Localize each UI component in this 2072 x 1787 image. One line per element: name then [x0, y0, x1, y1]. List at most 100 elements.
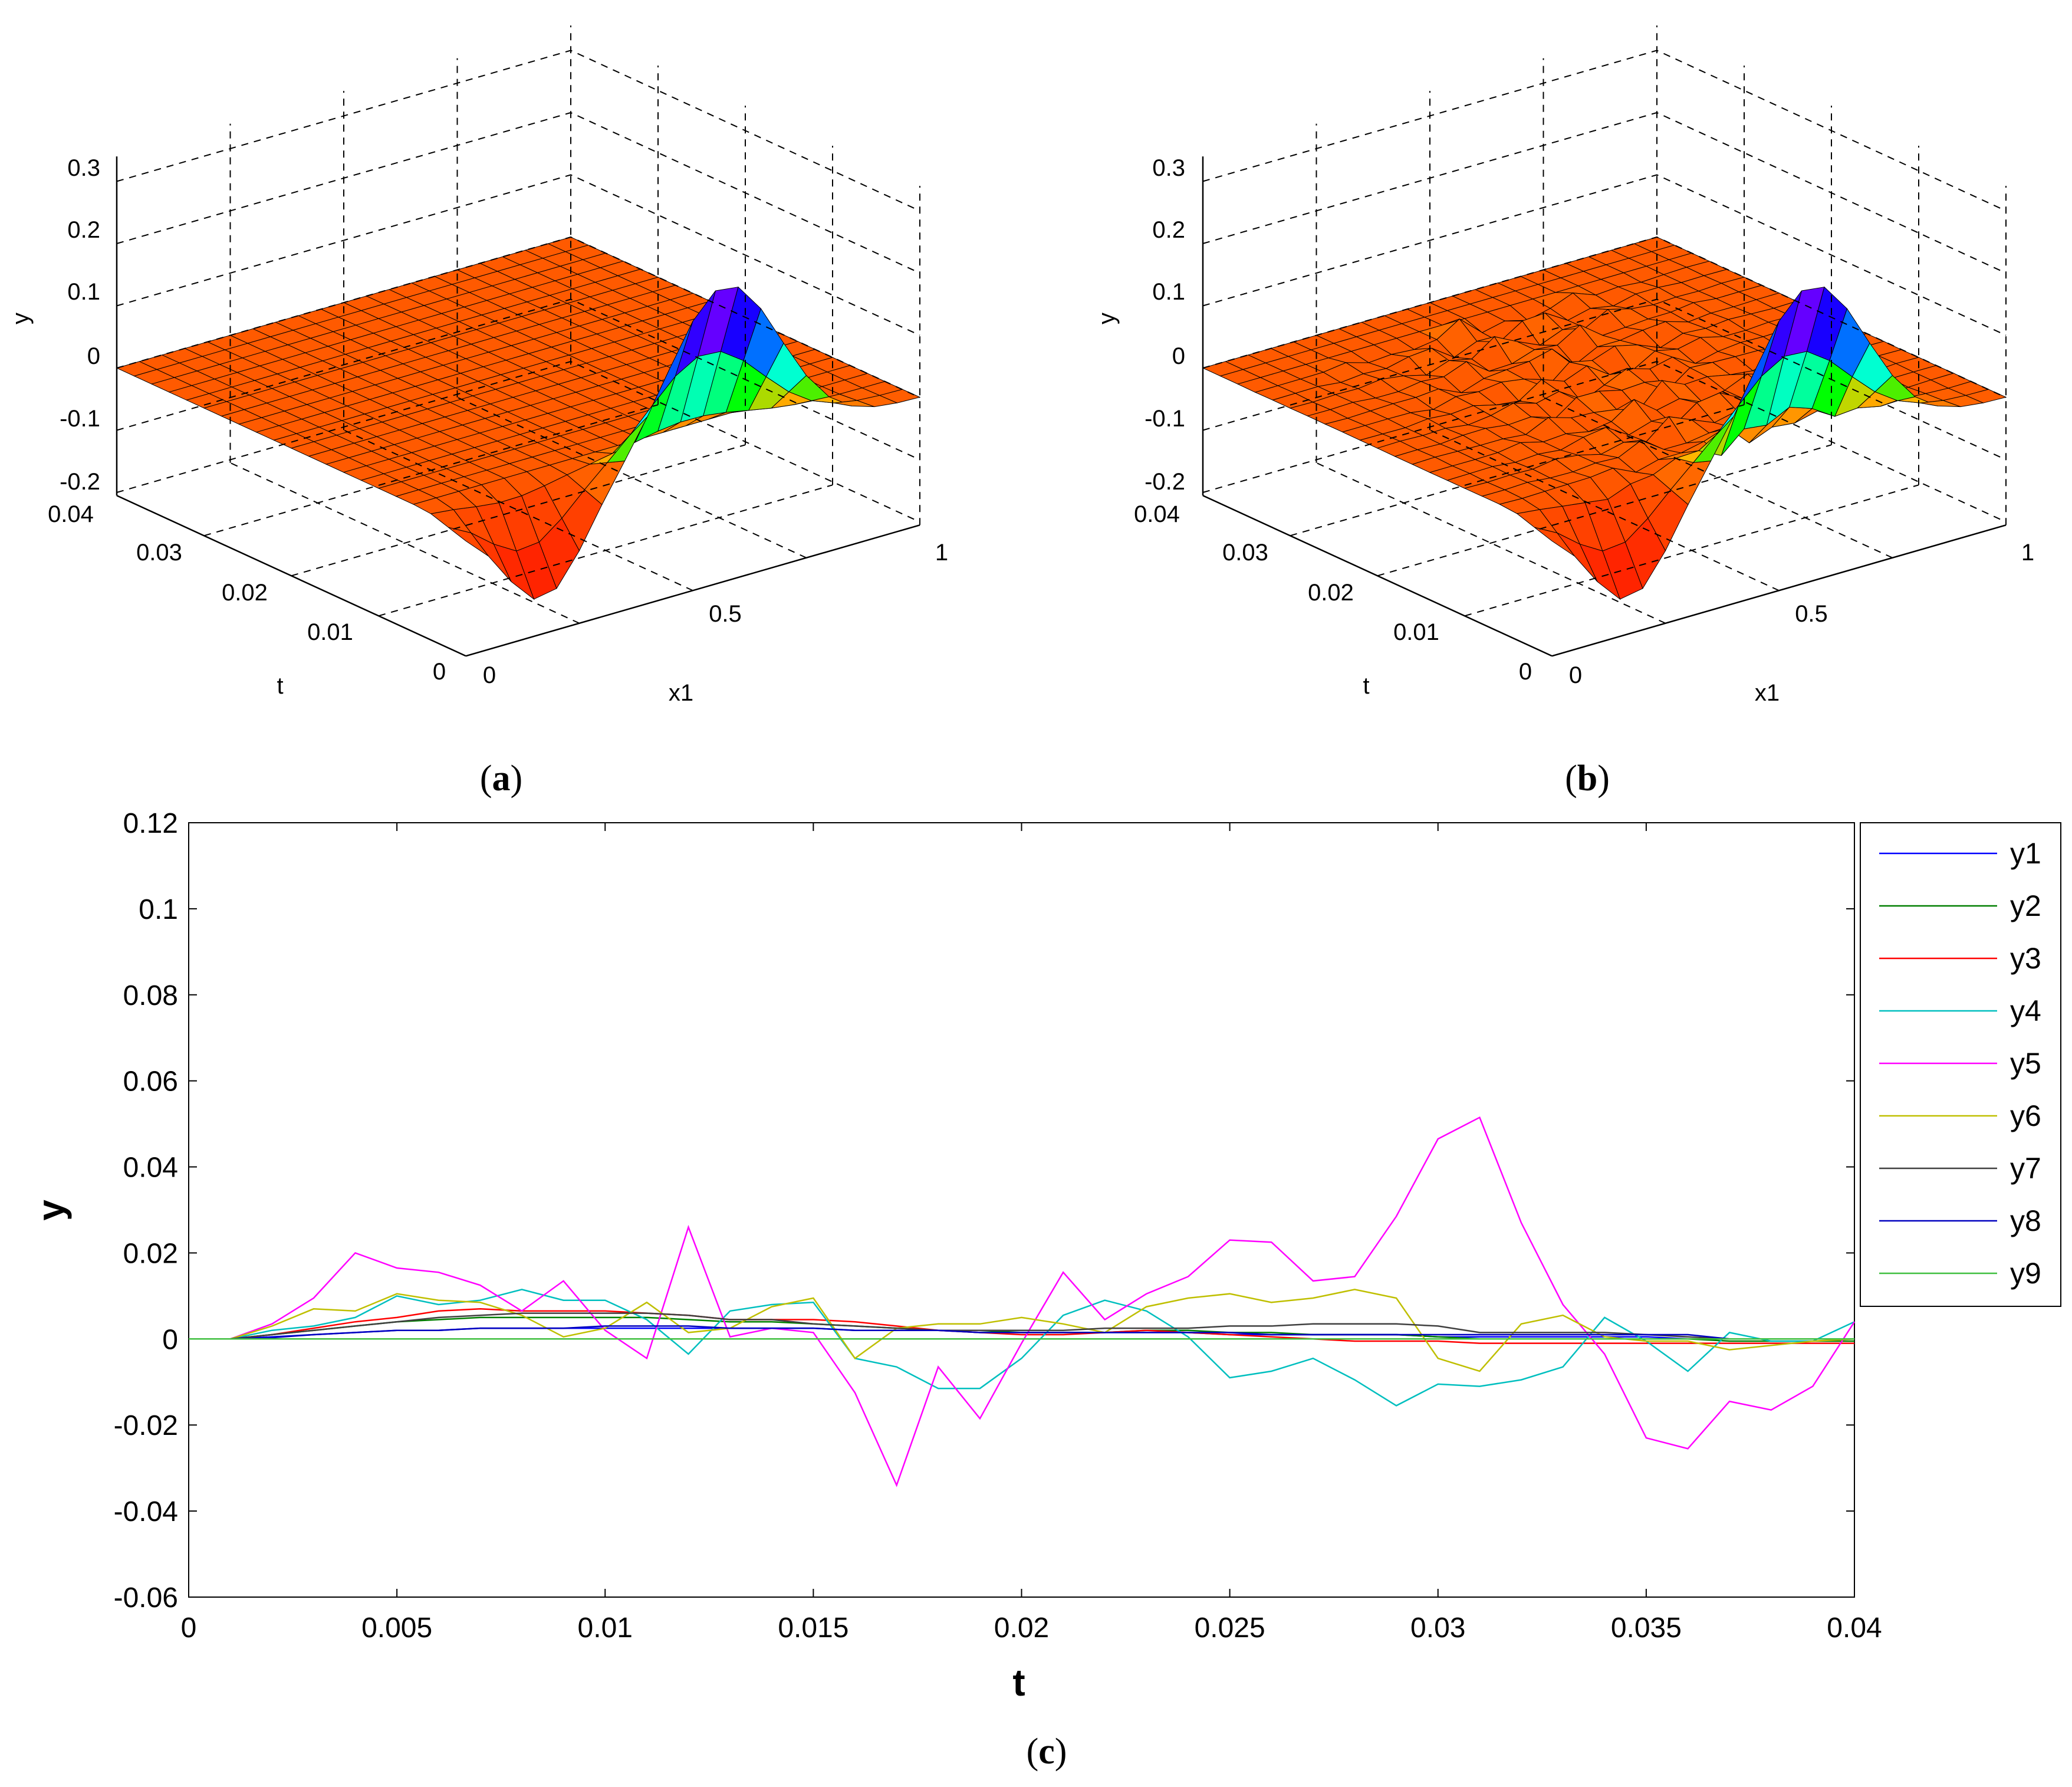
- x-tick-b-0: 0: [1569, 662, 1582, 688]
- z-tick-b-4: -0.1: [1144, 406, 1185, 432]
- x-tick-label-c-6: 0.03: [1410, 1612, 1465, 1644]
- t-tick-b-3: 0.01: [1393, 619, 1439, 645]
- surface-a: [116, 236, 921, 600]
- z-tick-a-2: 0.1: [67, 279, 100, 305]
- y-axis-label-c: y: [29, 1200, 72, 1221]
- x-axis-a: [465, 524, 920, 657]
- grid-z-a-2: [116, 236, 920, 398]
- z-tick-a-1: 0.2: [67, 217, 100, 243]
- grid-z-b-4: [1202, 111, 2007, 274]
- z-tick-a-4: -0.1: [60, 406, 100, 432]
- panel-a-surface-plot: 0.3 0.2 0.1 0 -0.1 -0.2 0.04 0.03 0.02 0…: [8, 25, 948, 799]
- z-tick-b-1: 0.2: [1152, 217, 1185, 243]
- z-axis-label-b: y: [1094, 313, 1120, 324]
- t-axis-label-a: t: [277, 673, 283, 699]
- z-tick-labels-a: 0.3 0.2 0.1 0 -0.1 -0.2: [60, 155, 100, 495]
- y-tick-label-c-6: 0: [162, 1324, 178, 1355]
- series-line-y6: [189, 1289, 1855, 1372]
- z-tick-b-3: 0: [1172, 343, 1185, 369]
- t-tick-b-1: 0.03: [1222, 540, 1268, 566]
- panel-b-surface-plot: 0.3 0.2 0.1 0 -0.1 -0.2 0.04 0.03 0.02 0…: [1094, 25, 2034, 799]
- y-tick-label-c-5: 0.02: [123, 1238, 178, 1269]
- legend-label-y9: y9: [2010, 1257, 2041, 1290]
- t-axis-b: [1202, 495, 1553, 657]
- x-tick-b-2: 1: [2021, 540, 2034, 566]
- t-tick-a-4: 0: [433, 659, 446, 685]
- x-tick-label-c-3: 0.015: [778, 1612, 848, 1644]
- y-tick-label-c-1: 0.1: [139, 894, 178, 925]
- legend-label-y1: y1: [2010, 837, 2041, 870]
- grid-z-b-3: [1202, 174, 2007, 336]
- caption-b: (b): [1565, 758, 1610, 799]
- t-tick-a-2: 0.02: [222, 580, 268, 606]
- legend-box-c: [1860, 822, 2061, 1307]
- x-tick-label-c-4: 0.02: [994, 1612, 1049, 1644]
- y-tick-label-c-8: -0.04: [114, 1496, 178, 1528]
- axes-3d-b: [1202, 25, 2007, 657]
- t-tick-labels-b: 0.04 0.03 0.02 0.01 0: [1134, 501, 1532, 685]
- grid-z-b-5: [1202, 50, 2007, 212]
- y-tick-label-c-3: 0.06: [123, 1066, 178, 1098]
- x-tick-label-c-2: 0.01: [578, 1612, 633, 1644]
- t-tick-a-3: 0.01: [307, 619, 353, 645]
- legend-label-y3: y3: [2010, 942, 2041, 975]
- legend-label-y5: y5: [2010, 1047, 2041, 1080]
- caption-c: (c): [1027, 1732, 1067, 1772]
- t-tick-a-0: 0.04: [48, 501, 94, 527]
- grid-floor-t-b-1: [1377, 444, 1832, 577]
- x-tick-a-1: 0.5: [709, 601, 742, 627]
- legend-label-y7: y7: [2010, 1152, 2041, 1185]
- series-line-y5: [189, 1116, 1856, 1487]
- x-tick-label-c-5: 0.025: [1195, 1612, 1265, 1644]
- series-c: [189, 1116, 1856, 1487]
- legend-label-y4: y4: [2010, 994, 2041, 1027]
- t-tick-b-0: 0.04: [1134, 501, 1180, 527]
- x-axis-b: [1551, 524, 2007, 657]
- legend-label-y8: y8: [2010, 1204, 2041, 1237]
- grid-floor-t-b-2: [1290, 404, 1745, 537]
- z-tick-b-0: 0.3: [1152, 155, 1185, 181]
- z-tick-a-0: 0.3: [67, 155, 100, 181]
- x-tick-labels-b: 0 0.5 1: [1569, 540, 2034, 688]
- t-tick-labels-a: 0.04 0.03 0.02 0.01 0: [48, 501, 446, 685]
- y-tick-label-c-2: 0.08: [123, 980, 178, 1011]
- series-line-y7: [189, 1312, 1854, 1340]
- x-tick-labels-a: 0 0.5 1: [483, 540, 948, 688]
- series-line-y8: [189, 1325, 1854, 1340]
- grid-z-a-4: [116, 111, 920, 274]
- z-tick-b-5: -0.2: [1144, 469, 1185, 495]
- legend-label-y6: y6: [2010, 1099, 2041, 1132]
- x-tick-label-c-1: 0.005: [361, 1612, 432, 1644]
- y-tick-label-c-4: 0.04: [123, 1152, 178, 1184]
- plot-area-c: [188, 822, 1855, 1598]
- x-axis-label-a: x1: [669, 680, 693, 706]
- grid-floor-t-a-1: [291, 444, 746, 577]
- axes-3d-a: [116, 25, 920, 657]
- ticks-c: 0 0.005 0.01 0.015 0.02 0.025 0.03 0.035 0.04 0.1…: [114, 808, 1882, 1644]
- t-axis-label-b: t: [1363, 673, 1369, 699]
- z-tick-b-2: 0.1: [1152, 279, 1185, 305]
- y-tick-label-c-0: 0.12: [123, 808, 178, 839]
- caption-a: (a): [480, 758, 522, 799]
- x-axis-label-b: x1: [1755, 680, 1780, 706]
- grid-floor-t-b-0: [1464, 484, 1919, 617]
- t-tick-b-2: 0.02: [1308, 580, 1354, 606]
- z-tick-labels-b: 0.3 0.2 0.1 0 -0.1 -0.2: [1144, 155, 1185, 495]
- x-axis-label-c: t: [1012, 1661, 1025, 1704]
- t-axis-a: [116, 495, 466, 657]
- x-tick-label-c-8: 0.04: [1827, 1612, 1882, 1644]
- panel-c-line-chart: 0 0.005 0.01 0.015 0.02 0.025 0.03 0.035 0.04 0.1…: [29, 808, 2061, 1772]
- x-tick-b-1: 0.5: [1795, 601, 1828, 627]
- legend-c: y1 y2 y3 y4 y5 y6 y7 y8 y9: [1860, 822, 2061, 1307]
- grid-z-a-3: [116, 174, 920, 336]
- grid-floor-t-a-2: [203, 404, 659, 537]
- grid-z-a-5: [116, 50, 920, 212]
- t-tick-a-1: 0.03: [136, 540, 182, 566]
- y-tick-label-c-9: -0.06: [114, 1582, 178, 1614]
- x-tick-label-c-0: 0: [181, 1612, 197, 1644]
- surface-b: [1202, 236, 2007, 600]
- grid-floor-t-a-0: [378, 484, 833, 617]
- t-tick-b-4: 0: [1519, 659, 1532, 685]
- x-tick-a-2: 1: [935, 540, 948, 566]
